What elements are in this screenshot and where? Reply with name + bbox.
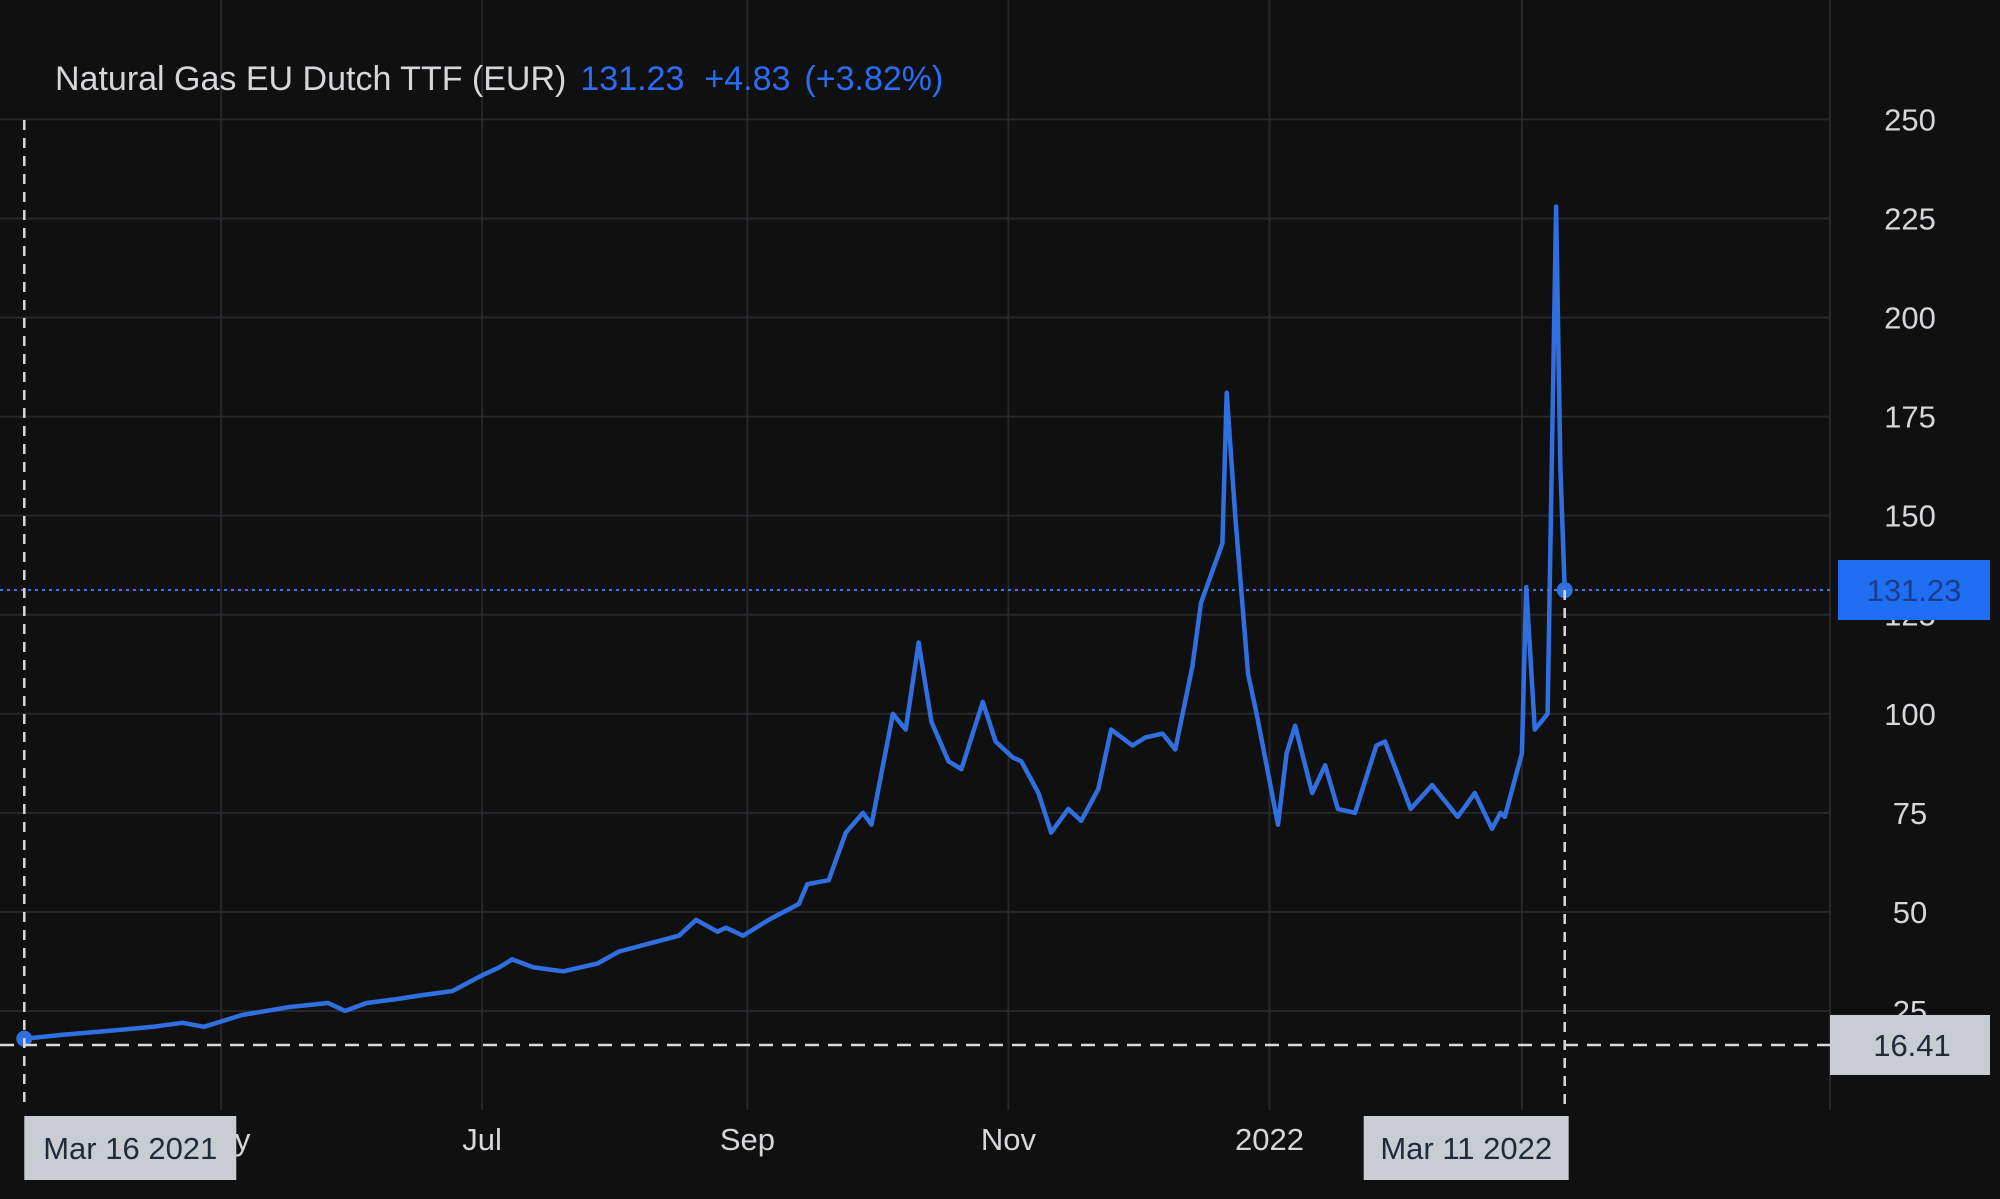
instrument-price: 131.23: [580, 59, 685, 98]
y-tick-label: 150: [1884, 499, 1936, 534]
start-date-label: Mar 16 2021: [43, 1131, 217, 1166]
start-date-tag: [24, 1116, 237, 1180]
x-tick-label: Nov: [981, 1122, 1037, 1157]
x-tick-label: Jul: [462, 1122, 502, 1157]
y-tick-label: 250: [1884, 102, 1936, 137]
price-change: +4.83: [704, 59, 791, 98]
crosshair-value-label: 16.41: [1873, 1028, 1951, 1063]
x-tick-label: Sep: [720, 1122, 775, 1157]
x-axis: MayJulSepNov2022Mar: [192, 1122, 1549, 1157]
chart-legend: Natural Gas EU Dutch TTF (EUR) 131.23 +4…: [55, 56, 943, 102]
series-line: [22, 204, 1567, 1041]
y-tick-label: 75: [1893, 796, 1927, 831]
grid-layer: [0, 0, 1831, 1110]
series-layer: [16, 204, 1573, 1047]
y-tick-label: 200: [1884, 301, 1936, 336]
last-price-tag: [1838, 560, 1990, 621]
last-price-tag-label: 131.23: [1867, 573, 1962, 608]
crosshair-layer: 131.23 16.41 Mar 11 2022 Mar 16 2021: [0, 120, 1990, 1180]
price-change-percent: (+3.82%): [804, 59, 944, 98]
x-tick-label: 2022: [1235, 1122, 1304, 1157]
crosshair-date-label: Mar 11 2022: [1380, 1131, 1552, 1166]
instrument-name: Natural Gas EU Dutch TTF (EUR): [55, 59, 567, 98]
y-tick-label: 225: [1884, 201, 1936, 236]
crosshair-value-tag: [1830, 1014, 1990, 1075]
crosshair-date-tag: [1363, 1116, 1569, 1180]
y-tick-label: 100: [1884, 697, 1936, 732]
y-tick-label: 50: [1893, 895, 1927, 930]
y-tick-label: 175: [1884, 400, 1936, 435]
